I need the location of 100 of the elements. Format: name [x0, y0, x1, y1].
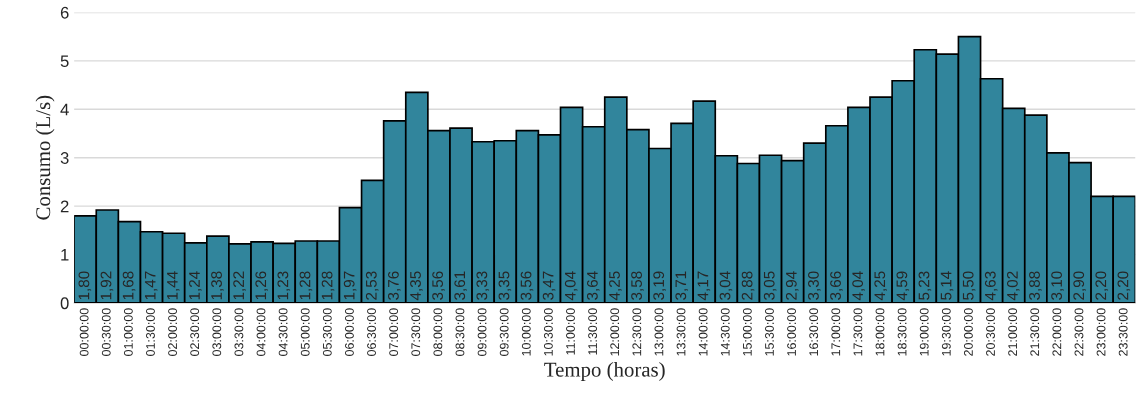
data-label: 1,22	[233, 271, 246, 300]
y-tick-label: 1	[61, 249, 69, 261]
data-label: 3,76	[388, 271, 401, 300]
x-tick-label: 08:30:00	[455, 308, 465, 356]
x-tick-label: 02:00:00	[168, 308, 177, 356]
data-label: 1,44	[167, 271, 180, 300]
x-tick-label: 01:30:00	[146, 308, 155, 356]
x-tick-label: 00:30:00	[101, 308, 111, 356]
data-label: 4,59	[896, 271, 910, 301]
data-label: 3,19	[653, 271, 666, 300]
data-label: 3,04	[719, 271, 733, 300]
x-tick-label: 23:00:00	[1096, 308, 1106, 356]
data-label: 4,04	[564, 271, 578, 301]
data-label: 4,25	[874, 271, 887, 301]
data-label: 4,17	[697, 271, 711, 301]
x-tick-label: 21:30:00	[1030, 308, 1040, 356]
y-tick-label: 6	[60, 6, 69, 19]
data-label: 2,94	[785, 271, 799, 300]
data-label: 5,23	[918, 271, 932, 300]
x-tick-label: 22:00:00	[1052, 308, 1062, 356]
x-axis-title: Tempo (horas)	[544, 362, 665, 381]
data-label: 1,47	[144, 271, 158, 300]
x-tick-label: 09:00:00	[477, 308, 487, 356]
x-tick-label: 06:00:00	[345, 308, 354, 356]
x-tick-label: 08:00:00	[433, 308, 443, 356]
data-label: 3,56	[432, 271, 445, 300]
x-tick-label: 15:00:00	[742, 308, 752, 356]
x-tick-label: 18:30:00	[897, 308, 907, 356]
data-label: 4,02	[1006, 271, 1020, 301]
data-label: 5,14	[940, 271, 954, 300]
x-tick-label: 12:30:00	[632, 308, 642, 356]
data-label: 1,80	[78, 271, 92, 300]
data-label: 3,10	[1051, 271, 1064, 300]
x-tick-label: 10:30:00	[543, 308, 553, 356]
x-tick-label: 07:30:00	[411, 308, 421, 356]
x-tick-label: 17:00:00	[831, 308, 841, 356]
x-tick-label: 14:30:00	[720, 308, 730, 356]
x-tick-label: 21:00:00	[1008, 308, 1018, 356]
x-tick-label: 20:30:00	[986, 308, 995, 356]
x-tick-label: 19:30:00	[941, 308, 951, 356]
data-label: 1,68	[122, 271, 136, 300]
data-label: 4,04	[852, 271, 865, 301]
x-tick-label: 22:30:00	[1074, 308, 1084, 356]
data-label: 2,90	[1073, 271, 1086, 300]
data-label: 3,61	[454, 271, 467, 300]
x-tick-label: 12:00:00	[610, 308, 620, 356]
y-tick-label: 2	[60, 200, 69, 213]
data-label: 4,35	[410, 271, 423, 301]
x-tick-label: 15:30:00	[765, 308, 774, 356]
data-label: 3,71	[675, 271, 689, 300]
x-tick-label: 10:00:00	[521, 308, 531, 356]
data-label: 3,58	[631, 271, 644, 300]
data-label: 3,56	[520, 271, 534, 300]
x-tick-label: 04:30:00	[278, 308, 288, 356]
y-tick-label: 4	[60, 103, 69, 116]
data-label: 1,92	[100, 271, 114, 300]
data-label: 1,24	[189, 271, 202, 300]
data-label: 3,35	[498, 271, 512, 300]
data-label: 4,25	[609, 271, 622, 301]
y-tick-label: 0	[60, 297, 69, 310]
x-tick-label: 03:30:00	[234, 308, 244, 356]
x-tick-label: 17:30:00	[853, 308, 863, 356]
x-tick-label: 16:30:00	[809, 308, 819, 356]
x-tick-label: 11:30:00	[588, 308, 598, 355]
x-tick-label: 13:30:00	[676, 308, 686, 356]
x-tick-label: 13:00:00	[654, 308, 664, 356]
data-label: 1,26	[255, 271, 268, 300]
x-tick-label: 09:30:00	[499, 308, 509, 356]
data-label: 3,30	[808, 271, 821, 300]
y-tick-label: 3	[60, 152, 69, 164]
data-label: 2,20	[1117, 271, 1131, 300]
data-label: 3,47	[542, 271, 556, 300]
y-axis-title: Consumo (L/s)	[35, 95, 55, 220]
data-label: 1,97	[343, 271, 357, 300]
data-label: 1,23	[277, 271, 291, 300]
data-label: 5,50	[962, 271, 976, 300]
x-tick-label: 00:00:00	[79, 308, 89, 356]
x-tick-label: 16:00:00	[787, 308, 796, 356]
x-tick-label: 03:00:00	[212, 308, 222, 356]
data-label: 3,05	[763, 271, 777, 300]
data-label: 3,88	[1029, 271, 1042, 300]
x-tick-label: 20:00:00	[964, 308, 973, 356]
data-label: 1,28	[321, 271, 335, 300]
data-label: 2,53	[365, 271, 379, 300]
data-label: 4,63	[984, 271, 998, 301]
x-tick-label: 05:30:00	[322, 308, 332, 356]
x-tick-label: 04:00:00	[256, 308, 266, 356]
x-tick-label: 11:00:00	[566, 308, 575, 355]
x-tick-label: 02:30:00	[190, 308, 200, 356]
x-tick-label: 19:00:00	[919, 308, 929, 356]
x-tick-label: 05:00:00	[300, 308, 310, 356]
data-label: 3,33	[476, 271, 490, 300]
data-label: 3,64	[586, 271, 600, 300]
x-tick-label: 06:30:00	[367, 308, 376, 356]
data-label: 1,28	[299, 271, 313, 300]
y-tick-label: 5	[60, 55, 69, 68]
data-label: 2,88	[741, 271, 755, 300]
x-tick-label: 18:00:00	[875, 308, 885, 356]
data-label: 2,20	[1095, 271, 1109, 300]
x-tick-label: 14:00:00	[698, 308, 708, 356]
